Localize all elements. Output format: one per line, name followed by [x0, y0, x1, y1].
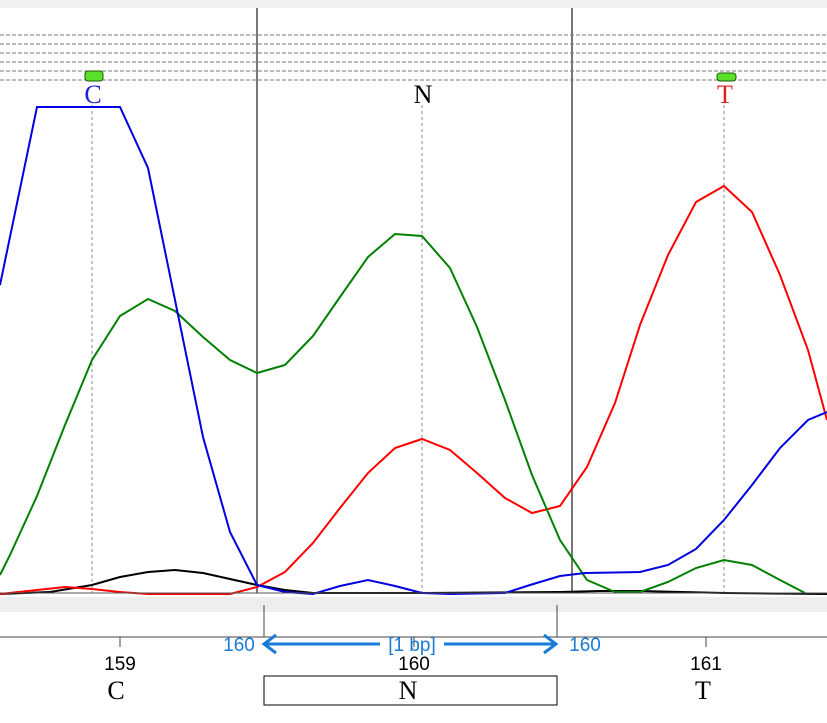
ruler-base: T: [695, 676, 711, 705]
ruler-ticks: [119, 605, 707, 647]
ruler-base: N: [399, 676, 418, 705]
selection-length: [1 bp]: [388, 635, 436, 656]
selection-start: 160: [223, 635, 255, 656]
base-call: T: [717, 80, 733, 109]
top-band: [0, 0, 827, 8]
quality-marker: [716, 72, 737, 82]
position-label: 160: [398, 654, 430, 675]
selected-base-box[interactable]: [263, 675, 558, 706]
ruler-base: C: [107, 676, 124, 705]
selection-arrow: [261, 633, 559, 655]
selection-end: 160: [569, 635, 601, 656]
base-call: C: [84, 80, 101, 109]
selection-bounds: [256, 8, 573, 593]
quality-marker: [84, 70, 104, 82]
separator: [0, 597, 827, 612]
trace-green: [0, 232, 806, 594]
position-label: 159: [104, 654, 136, 675]
position-label: 161: [690, 654, 722, 675]
base-call: N: [414, 80, 433, 109]
